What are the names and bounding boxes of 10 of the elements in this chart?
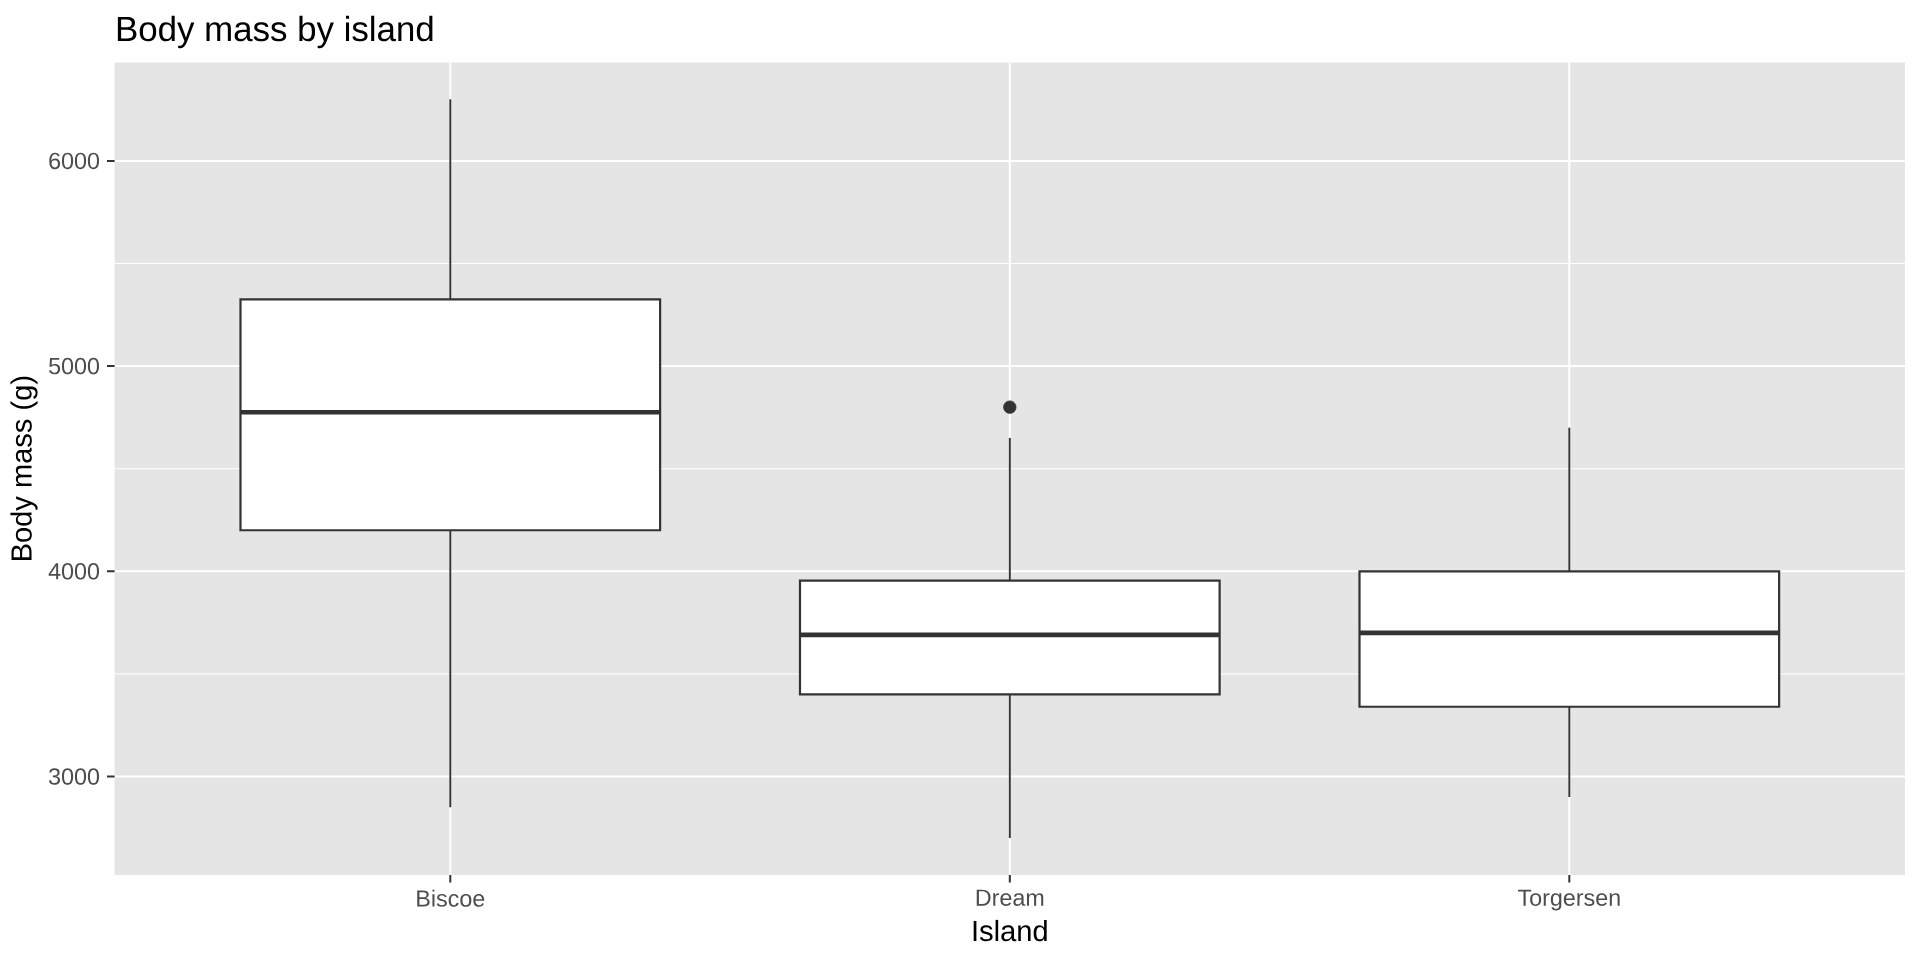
x-axis-title: Island <box>973 919 1047 942</box>
y-axis-title: Body mass (g) <box>10 376 38 561</box>
y-tick-label: 3000 <box>48 768 100 785</box>
x-tick-label: Torgersen <box>1518 889 1620 911</box>
chart-title: Body mass by island <box>117 15 433 49</box>
x-tick-label: Dream <box>976 889 1044 906</box>
y-tick-label: 6000 <box>49 152 100 170</box>
x-tick-label: Biscoe <box>417 889 485 907</box>
y-tick-label: 5000 <box>49 357 100 375</box>
y-tick-label: 4000 <box>48 563 100 580</box>
